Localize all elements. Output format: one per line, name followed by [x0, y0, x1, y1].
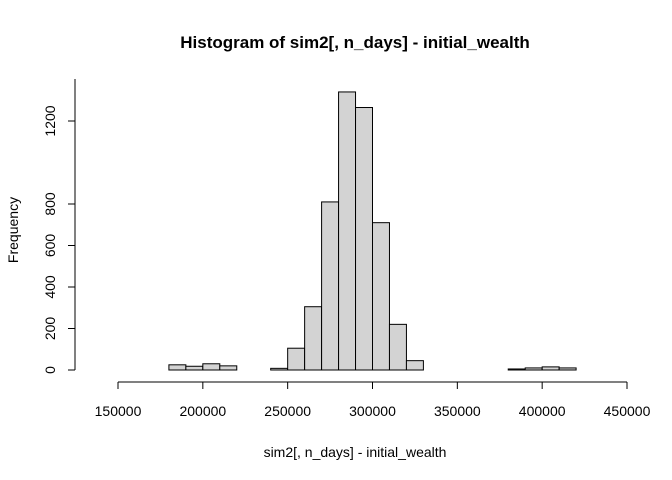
x-tick-label: 400000 — [519, 403, 566, 419]
x-tick-label: 350000 — [434, 403, 481, 419]
y-tick-label: 600 — [42, 234, 58, 258]
x-tick-label: 150000 — [95, 403, 142, 419]
histogram-bar — [168, 364, 187, 371]
histogram-bar — [219, 365, 238, 371]
x-axis-title: sim2[, n_days] - initial_wealth — [264, 444, 447, 460]
y-tick-label: 200 — [42, 317, 58, 341]
histogram-bar — [304, 306, 323, 371]
histogram-bar — [405, 360, 424, 371]
y-axis-title: Frequency — [5, 197, 21, 263]
histogram-bar — [558, 367, 577, 371]
histogram-bar — [338, 91, 357, 371]
y-axis: 0 200 400 600 800 1200 — [42, 79, 76, 374]
histogram-bar — [185, 365, 204, 371]
y-tick-label: 800 — [42, 192, 58, 216]
histogram-bar — [321, 201, 340, 371]
chart-title: Histogram of sim2[, n_days] - initial_we… — [180, 33, 530, 52]
histogram-bar — [270, 367, 289, 371]
x-tick-label: 300000 — [349, 403, 396, 419]
histogram-bar — [524, 367, 543, 371]
histogram-bar — [287, 347, 306, 371]
y-tick-label: 1200 — [42, 105, 58, 136]
histogram-bar — [202, 363, 221, 371]
x-tick-label: 450000 — [604, 403, 651, 419]
histogram-bar — [372, 222, 390, 371]
x-axis: 150000 200000 250000 300000 350000 400000 4500… — [95, 381, 651, 419]
x-tick-label: 200000 — [179, 403, 226, 419]
histogram-bar — [355, 107, 373, 371]
bars-group — [168, 91, 577, 371]
x-tick-label: 250000 — [264, 403, 311, 419]
y-tick-label: 0 — [42, 366, 58, 374]
histogram-bar — [507, 368, 526, 371]
histogram-bar — [541, 366, 560, 371]
histogram-bar — [388, 323, 407, 371]
y-tick-label: 400 — [42, 275, 58, 299]
